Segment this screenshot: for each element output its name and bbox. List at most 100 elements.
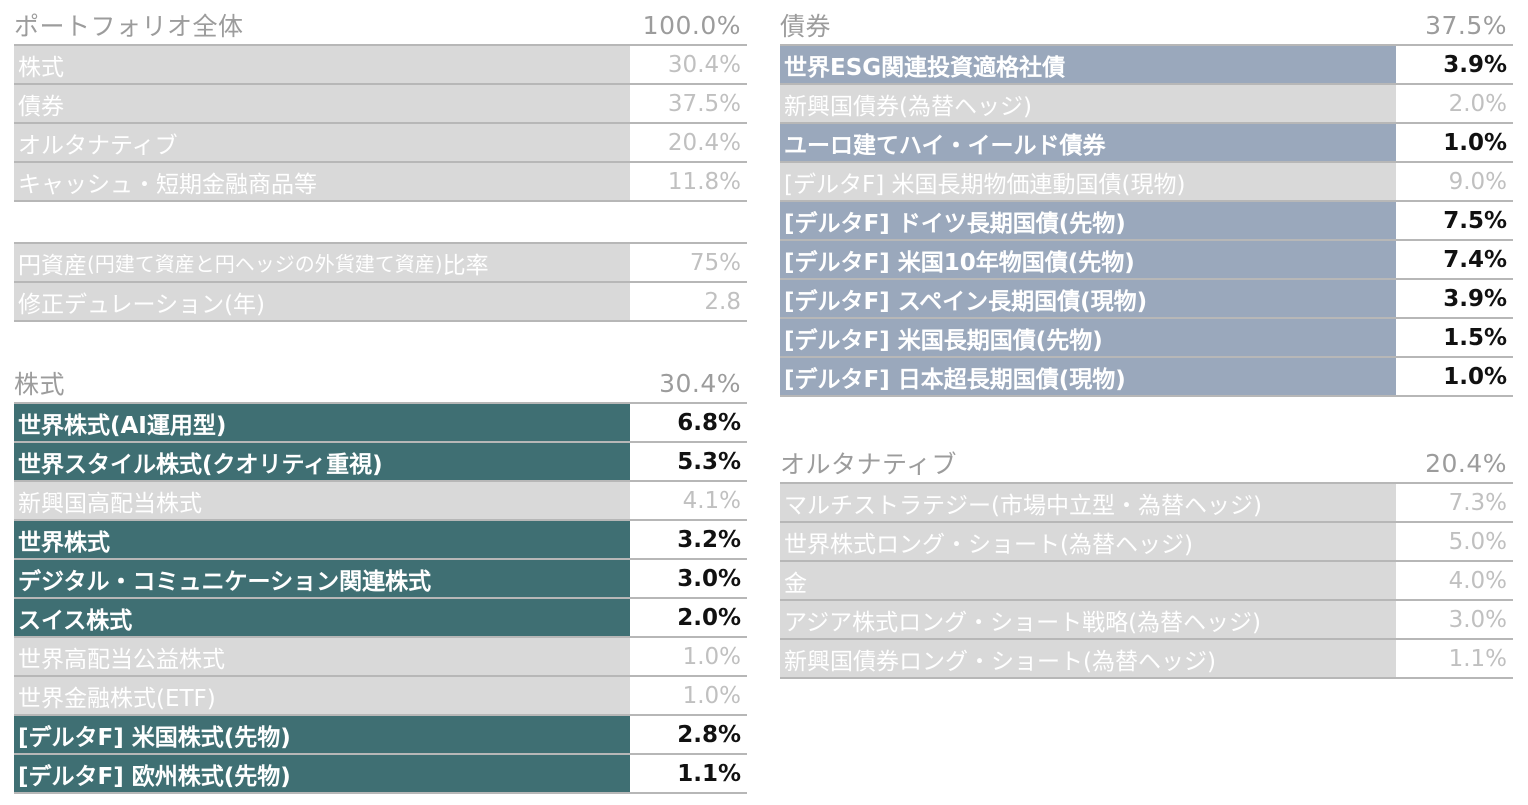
portfolio-row-yen-ratio: 円資産 (円建て資産と円ヘッジの外貨建て資産) 比率 75%	[14, 244, 747, 283]
alternative-header: オルタナティブ 20.4%	[780, 444, 1513, 484]
yen-ratio-main: 円資産	[18, 252, 87, 279]
row-label: 円資産 (円建て資産と円ヘッジの外貨建て資産) 比率	[14, 244, 630, 281]
row-value: 2.8	[630, 283, 747, 320]
row-label: 株式	[14, 46, 630, 83]
row-value: 30.4%	[630, 46, 747, 83]
row-label: 新興国債券(為替ヘッジ)	[780, 85, 1396, 122]
row-label: [デルタF] 米国株式(先物)	[14, 716, 630, 753]
row-value: 3.9%	[1396, 46, 1513, 83]
equity-row: 世界株式(AI運用型) 6.8%	[14, 404, 747, 443]
row-value: 75%	[630, 244, 747, 281]
alternative-panel: オルタナティブ 20.4% マルチストラテジー(市場中立型・為替ヘッジ) 7.3%…	[780, 444, 1513, 679]
bond-row: [デルタF] 米国長期国債(先物) 1.5%	[780, 319, 1513, 358]
yen-ratio-note: (円建て資産と円ヘッジの外貨建て資産)	[87, 252, 443, 276]
row-value: 3.0%	[1396, 601, 1513, 638]
row-label: [デルタF] 日本超長期国債(現物)	[780, 358, 1396, 395]
row-value: 1.0%	[1396, 124, 1513, 161]
spacer	[14, 202, 747, 244]
row-value: 5.0%	[1396, 523, 1513, 560]
alternative-row: 新興国債券ロング・ショート(為替ヘッジ) 1.1%	[780, 640, 1513, 679]
row-label: アジア株式ロング・ショート戦略(為替ヘッジ)	[780, 601, 1396, 638]
portfolio-panel: ポートフォリオ全体 100.0% 株式 30.4% 債券 37.5% オルタナテ…	[14, 6, 747, 322]
portfolio-row-alternative: オルタナティブ 20.4%	[14, 124, 747, 163]
bond-row: 新興国債券(為替ヘッジ) 2.0%	[780, 85, 1513, 124]
bond-panel: 債券 37.5% 世界ESG関連投資適格社債 3.9% 新興国債券(為替ヘッジ) 2…	[780, 6, 1513, 397]
equity-row: 世界金融株式(ETF) 1.0%	[14, 677, 747, 716]
portfolio-row-cash: キャッシュ・短期金融商品等 11.8%	[14, 163, 747, 202]
row-value: 1.0%	[630, 638, 747, 675]
bond-row: 世界ESG関連投資適格社債 3.9%	[780, 46, 1513, 85]
row-label: ユーロ建てハイ・イールド債券	[780, 124, 1396, 161]
row-label: [デルタF] 米国長期物価連動国債(現物)	[780, 163, 1396, 200]
bond-row: ユーロ建てハイ・イールド債券 1.0%	[780, 124, 1513, 163]
bond-row: [デルタF] 日本超長期国債(現物) 1.0%	[780, 358, 1513, 397]
equity-panel: 株式 30.4% 世界株式(AI運用型) 6.8% 世界スタイル株式(クオリティ重…	[14, 364, 747, 794]
row-value: 7.3%	[1396, 484, 1513, 521]
bond-header: 債券 37.5%	[780, 6, 1513, 46]
row-value: 11.8%	[630, 163, 747, 200]
row-label: 新興国債券ロング・ショート(為替ヘッジ)	[780, 640, 1396, 677]
equity-header-label: 株式	[14, 370, 66, 399]
row-value: 6.8%	[630, 404, 747, 441]
row-label: 世界スタイル株式(クオリティ重視)	[14, 443, 630, 480]
equity-row: [デルタF] 米国株式(先物) 2.8%	[14, 716, 747, 755]
row-label: 世界株式ロング・ショート(為替ヘッジ)	[780, 523, 1396, 560]
equity-row: 世界株式 3.2%	[14, 521, 747, 560]
yen-ratio-tail: 比率	[442, 252, 489, 279]
portfolio-header-label: ポートフォリオ全体	[14, 12, 244, 41]
row-label: [デルタF] 欧州株式(先物)	[14, 755, 630, 792]
row-value: 9.0%	[1396, 163, 1513, 200]
alternative-header-label: オルタナティブ	[780, 450, 958, 479]
portfolio-row-equity: 株式 30.4%	[14, 46, 747, 85]
row-label: 債券	[14, 85, 630, 122]
bond-row: [デルタF] 米国長期物価連動国債(現物) 9.0%	[780, 163, 1513, 202]
portfolio-row-bond: 債券 37.5%	[14, 85, 747, 124]
row-value: 20.4%	[630, 124, 747, 161]
bond-row: [デルタF] ドイツ長期国債(先物) 7.5%	[780, 202, 1513, 241]
row-value: 1.1%	[1396, 640, 1513, 677]
row-label: [デルタF] ドイツ長期国債(先物)	[780, 202, 1396, 239]
row-label: 世界金融株式(ETF)	[14, 677, 630, 714]
equity-header: 株式 30.4%	[14, 364, 747, 404]
row-label: [デルタF] スペイン長期国債(現物)	[780, 280, 1396, 317]
row-value: 4.1%	[630, 482, 747, 519]
row-label: マルチストラテジー(市場中立型・為替ヘッジ)	[780, 484, 1396, 521]
row-label: キャッシュ・短期金融商品等	[14, 163, 630, 200]
portfolio-header-value: 100.0%	[642, 10, 741, 40]
row-value: 3.0%	[630, 560, 747, 597]
equity-row: 世界スタイル株式(クオリティ重視) 5.3%	[14, 443, 747, 482]
portfolio-header: ポートフォリオ全体 100.0%	[14, 6, 747, 46]
alternative-row: 世界株式ロング・ショート(為替ヘッジ) 5.0%	[780, 523, 1513, 562]
row-label: 修正デュレーション(年)	[14, 283, 630, 320]
row-value: 37.5%	[630, 85, 747, 122]
equity-row: デジタル・コミュニケーション関連株式 3.0%	[14, 560, 747, 599]
equity-row: [デルタF] 欧州株式(先物) 1.1%	[14, 755, 747, 794]
row-value: 7.4%	[1396, 241, 1513, 278]
bond-row: [デルタF] スペイン長期国債(現物) 3.9%	[780, 280, 1513, 319]
row-label: [デルタF] 米国10年物国債(先物)	[780, 241, 1396, 278]
row-label: スイス株式	[14, 599, 630, 636]
equity-row: 世界高配当公益株式 1.0%	[14, 638, 747, 677]
alternative-row: マルチストラテジー(市場中立型・為替ヘッジ) 7.3%	[780, 484, 1513, 523]
row-value: 2.0%	[1396, 85, 1513, 122]
equity-row: スイス株式 2.0%	[14, 599, 747, 638]
row-label: 世界株式	[14, 521, 630, 558]
equity-header-value: 30.4%	[659, 368, 741, 398]
row-value: 3.2%	[630, 521, 747, 558]
row-value: 7.5%	[1396, 202, 1513, 239]
row-value: 1.0%	[1396, 358, 1513, 395]
row-label: 世界株式(AI運用型)	[14, 404, 630, 441]
row-value: 2.8%	[630, 716, 747, 753]
row-label: [デルタF] 米国長期国債(先物)	[780, 319, 1396, 356]
row-value: 1.5%	[1396, 319, 1513, 356]
alternative-row: アジア株式ロング・ショート戦略(為替ヘッジ) 3.0%	[780, 601, 1513, 640]
row-value: 5.3%	[630, 443, 747, 480]
bond-header-value: 37.5%	[1425, 10, 1507, 40]
row-value: 1.0%	[630, 677, 747, 714]
equity-row: 新興国高配当株式 4.1%	[14, 482, 747, 521]
row-label: デジタル・コミュニケーション関連株式	[14, 560, 630, 597]
row-label: 世界高配当公益株式	[14, 638, 630, 675]
row-value: 1.1%	[630, 755, 747, 792]
row-label: 新興国高配当株式	[14, 482, 630, 519]
row-label: オルタナティブ	[14, 124, 630, 161]
